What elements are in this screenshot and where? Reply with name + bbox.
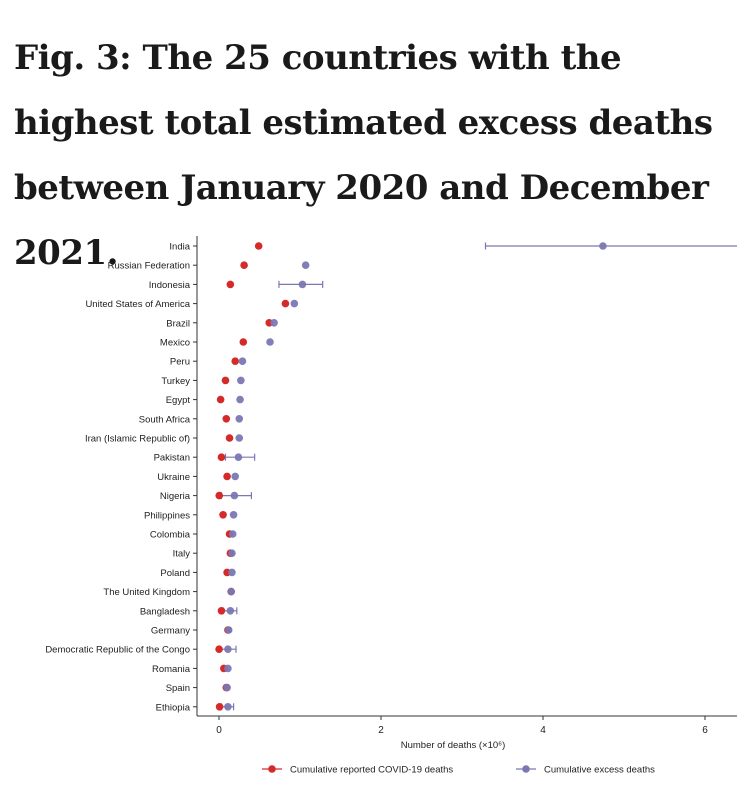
category-label: The United Kingdom <box>103 587 190 598</box>
excess-deaths-point <box>234 453 243 462</box>
country-labels: India Russian Federation Indonesia United S… <box>45 242 197 713</box>
x-axis-ticks: 0 2 4 6 <box>216 716 708 736</box>
category-label: Ukraine <box>157 472 190 483</box>
x-tick-label: 4 <box>540 725 546 736</box>
category-label: Bangladesh <box>140 606 190 617</box>
chart-axes <box>196 236 737 717</box>
reported-deaths-point <box>222 415 231 423</box>
category-label: India <box>169 242 190 253</box>
legend-marker <box>522 765 530 773</box>
excess-deaths-point <box>235 434 244 442</box>
x-tick-label: 0 <box>216 725 222 736</box>
category-label: Romania <box>152 664 191 675</box>
category-label: Turkey <box>161 376 190 387</box>
excess-deaths-point <box>290 299 299 308</box>
reported-deaths-point <box>223 472 231 481</box>
excess-deaths-point <box>230 491 239 500</box>
reported-deaths-point <box>225 434 234 442</box>
excess-deaths-point <box>227 587 235 596</box>
data-marks <box>215 242 737 711</box>
excess-deaths-point <box>228 530 237 538</box>
excess-deaths-point <box>228 549 236 557</box>
excess-deaths-point <box>226 607 235 615</box>
reported-deaths-point <box>281 299 290 308</box>
category-label: Mexico <box>160 338 190 349</box>
reported-deaths-point <box>239 338 248 346</box>
excess-deaths-point <box>237 376 245 385</box>
excess-deaths-point <box>224 645 232 653</box>
reported-deaths-point <box>217 607 226 615</box>
category-label: Peru <box>170 357 190 368</box>
reported-deaths-point <box>240 261 248 270</box>
category-label: Egypt <box>166 395 191 406</box>
reported-deaths-point <box>215 645 223 653</box>
category-label: Brazil <box>166 318 190 329</box>
excess-deaths-point <box>224 626 233 634</box>
category-label: Russian Federation <box>108 261 190 272</box>
reported-deaths-point <box>221 376 230 385</box>
category-label: Philippines <box>144 510 190 521</box>
excess-deaths-point <box>228 568 236 577</box>
category-label: Spain <box>166 683 190 694</box>
x-tick-label: 6 <box>702 725 708 736</box>
category-label: Indonesia <box>149 280 191 291</box>
reported-deaths-point <box>217 453 226 462</box>
excess-deaths-point <box>238 357 247 366</box>
excess-deaths-point <box>301 261 310 270</box>
excess-deaths-point <box>599 242 607 250</box>
excess-deaths-point <box>266 338 274 346</box>
excess-deaths-point <box>229 511 238 519</box>
x-axis-label: Number of deaths (×10⁶) <box>401 740 506 751</box>
reported-deaths-point <box>219 511 227 519</box>
reported-deaths-point <box>226 280 235 289</box>
reported-deaths-point <box>254 242 263 250</box>
excess-deaths-point <box>224 703 232 711</box>
category-label: Colombia <box>150 530 191 541</box>
category-label: Italy <box>173 549 191 560</box>
excess-deaths-point <box>231 472 239 481</box>
excess-deaths-point <box>223 683 231 692</box>
excess-deaths-point <box>270 319 278 327</box>
category-label: Germany <box>151 626 190 637</box>
figure-title: Fig. 3: The 25 countries with the highes… <box>14 38 713 273</box>
category-label: United States of America <box>85 299 190 310</box>
legend-label: Cumulative excess deaths <box>544 765 655 776</box>
excess-deaths-point <box>236 395 244 404</box>
category-label: Pakistan <box>154 453 190 464</box>
category-label: Nigeria <box>160 491 191 502</box>
category-label: Democratic Republic of the Congo <box>45 645 190 656</box>
reported-deaths-point <box>215 703 224 711</box>
legend-marker <box>268 765 276 773</box>
reported-deaths-point <box>215 491 224 500</box>
reported-deaths-point <box>216 395 225 404</box>
legend: Cumulative reported COVID-19 deaths Cumul… <box>262 765 655 776</box>
x-tick-label: 2 <box>378 725 384 736</box>
category-label: Poland <box>160 568 190 579</box>
category-label: Ethiopia <box>156 702 191 713</box>
category-label: South Africa <box>139 414 191 425</box>
reported-deaths-point <box>231 357 239 366</box>
legend-label: Cumulative reported COVID-19 deaths <box>290 765 453 776</box>
excess-deaths-point <box>224 664 232 673</box>
category-label: Iran (Islamic Republic of) <box>85 434 190 445</box>
excess-deaths-point <box>235 415 244 423</box>
excess-deaths-point <box>298 280 307 289</box>
